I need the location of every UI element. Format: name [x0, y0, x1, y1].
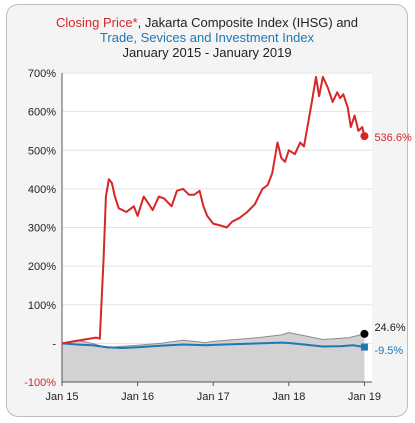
- jci-area-fill: [62, 332, 365, 382]
- title-line-1: Closing Price*, Jakarta Composite Index …: [7, 15, 407, 30]
- series-end-marker-1: [360, 329, 369, 338]
- x-tick-label: Jan 16: [121, 391, 154, 403]
- title-closing-price: Closing Price*: [55, 15, 138, 30]
- title-jci: , Jakarta Composite Index (IHSG) and: [137, 15, 359, 30]
- series-end-label-2: -9.5%: [374, 345, 403, 357]
- series-line-0: [61, 75, 366, 345]
- y-tick-label: 500%: [28, 145, 56, 157]
- series-end-marker-2: [360, 343, 368, 351]
- chart-title: Closing Price*, Jakarta Composite Index …: [7, 15, 407, 60]
- y-tick-label: 400%: [28, 184, 56, 196]
- series-line-2: [61, 341, 365, 349]
- series-end-label-0: 536.6%: [374, 132, 412, 144]
- x-tick-label: Jan 18: [272, 391, 305, 403]
- series-end-marker-0: [360, 132, 369, 141]
- y-tick-label: 300%: [28, 223, 56, 235]
- y-tick-label: 200%: [28, 261, 56, 273]
- title-line-2: Trade, Sevices and Investment Index: [99, 30, 315, 45]
- series-end-label-1: 24.6%: [374, 322, 405, 334]
- x-tick-label: Jan 17: [197, 391, 230, 403]
- y-tick-label: -: [52, 338, 56, 350]
- title-line-3: January 2015 - January 2019: [122, 45, 292, 60]
- x-tick-label: Jan 19: [348, 391, 381, 403]
- y-tick-label: -100%: [24, 377, 56, 389]
- y-tick-label: 700%: [28, 68, 56, 80]
- x-tick-label: Jan 15: [45, 391, 78, 403]
- y-tick-label: 100%: [28, 300, 56, 312]
- y-tick-label: 600%: [28, 107, 56, 119]
